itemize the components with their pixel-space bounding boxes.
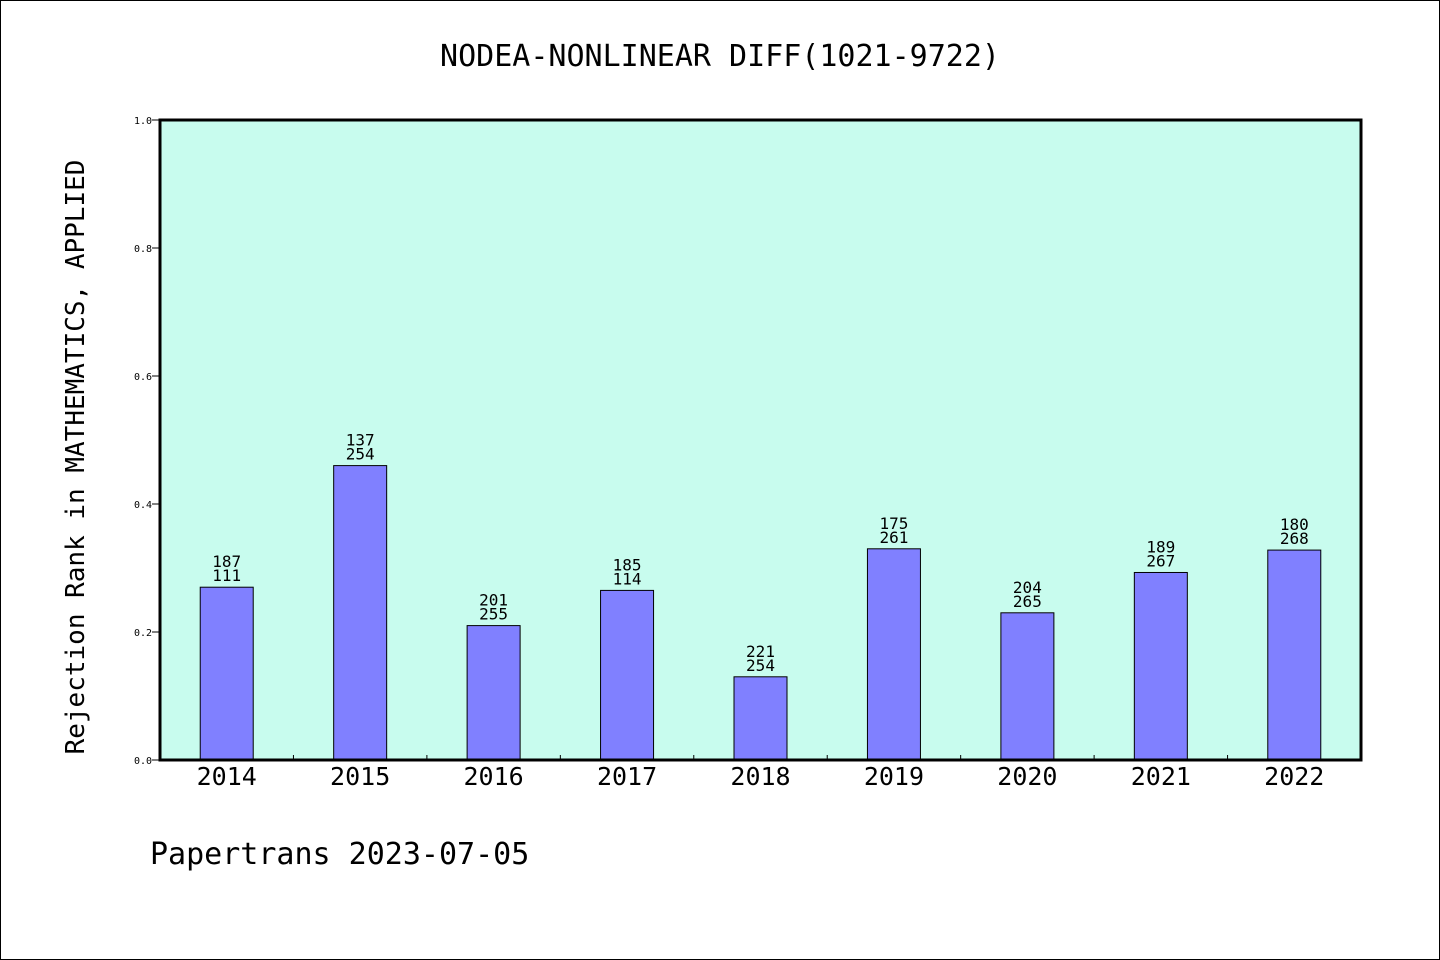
bar-2018 (733, 676, 788, 761)
y-tick-label: 1.0 (134, 116, 152, 127)
y-tick-label: 0.4 (134, 500, 152, 511)
data-label-bottom: 111 (212, 566, 241, 585)
data-label-bottom: 254 (746, 656, 775, 675)
data-label-top: 187 (212, 552, 241, 571)
data-label-top: 189 (1146, 537, 1175, 556)
data-label-bottom: 265 (1013, 592, 1042, 611)
x-axis: 2014 2015 2016 2017 2018 2019 2020 2021 2022 (197, 755, 1324, 791)
bar-2016 (466, 625, 521, 761)
x-tick-label: 2021 (1131, 762, 1191, 791)
data-label-top: 185 (613, 555, 642, 574)
y-tick-label: 0.0 (134, 756, 152, 767)
x-tick-label: 2022 (1264, 762, 1324, 791)
y-tick-label: 0.2 (134, 628, 152, 639)
data-label-top: 137 (346, 431, 375, 450)
plot-border (158, 118, 1363, 762)
data-label-bottom: 254 (346, 445, 375, 464)
y-tick-label: 0.8 (134, 244, 152, 255)
data-label-top: 175 (879, 514, 908, 533)
data-label-bottom: 267 (1146, 551, 1175, 570)
x-tick-label: 2018 (730, 762, 790, 791)
data-labels: 1871111372542012551851142212541752612042… (212, 431, 1308, 675)
y-axis-label: Rejection Rank in MATHEMATICS, APPLIED (61, 160, 91, 755)
x-tick-label: 2016 (464, 762, 524, 791)
footer-text: Papertrans 2023-07-05 (150, 837, 529, 872)
bar-2014 (199, 586, 254, 761)
bar-2022 (1267, 549, 1322, 761)
data-label-top: 201 (479, 591, 508, 610)
data-label-bottom: 261 (879, 528, 908, 547)
bars (199, 465, 1322, 761)
x-tick-label: 2020 (997, 762, 1057, 791)
data-label-top: 180 (1280, 515, 1309, 534)
bar-2015 (333, 465, 388, 761)
data-label-bottom: 268 (1280, 529, 1309, 548)
y-tick-label: 0.6 (134, 372, 152, 383)
chart-title: NODEA-NONLINEAR DIFF(1021-9722) (440, 39, 1000, 74)
x-tick-label: 2019 (864, 762, 924, 791)
bar-2020 (1000, 612, 1055, 761)
bar-2021 (1133, 571, 1188, 761)
data-label-top: 204 (1013, 578, 1042, 597)
x-tick-label: 2014 (197, 762, 257, 791)
data-label-top: 221 (746, 642, 775, 661)
bar-2017 (600, 589, 655, 761)
y-axis: 0.0 0.2 0.4 0.6 0.8 1.0 (134, 116, 160, 767)
data-label-bottom: 255 (479, 605, 508, 624)
x-tick-label: 2017 (597, 762, 657, 791)
data-label-bottom: 114 (613, 569, 642, 588)
x-tick-label: 2015 (330, 762, 390, 791)
bar-2019 (866, 548, 921, 761)
